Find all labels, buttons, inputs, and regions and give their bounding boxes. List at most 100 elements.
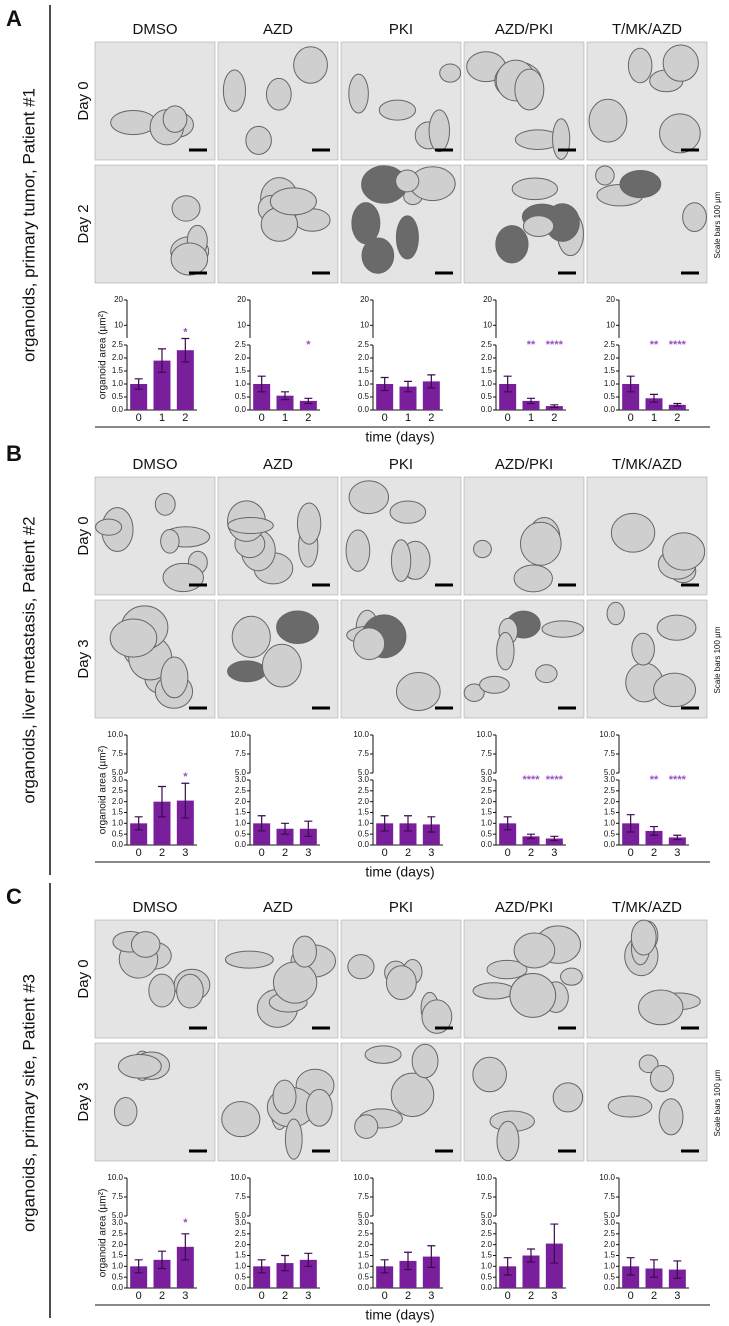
error-bar — [380, 815, 389, 832]
x-tick-label: 3 — [428, 847, 434, 859]
x-tick-label: 1 — [528, 412, 534, 424]
organoid — [109, 618, 158, 658]
micrograph — [586, 1042, 708, 1162]
y-tick-label: 10.0 — [599, 1173, 615, 1182]
organoid — [171, 195, 201, 222]
y-tick-label: 1.0 — [112, 379, 124, 388]
x-tick-label: 2 — [305, 412, 311, 424]
organoid — [411, 1043, 439, 1079]
y-tick-label: 1.5 — [481, 1251, 493, 1260]
x-tick-label: 2 — [428, 412, 434, 424]
bar — [422, 381, 440, 410]
x-tick-label: 2 — [405, 847, 411, 859]
organoid — [439, 63, 462, 83]
x-tick-label: 2 — [674, 412, 680, 424]
x-tick-label: 0 — [259, 1290, 265, 1302]
micrograph — [94, 164, 216, 284]
y-tick-label: 10.0 — [107, 730, 123, 739]
y-tick-label: 2.5 — [112, 1229, 124, 1238]
bar — [276, 1263, 294, 1288]
organoid — [463, 683, 485, 702]
error-bar — [158, 1250, 166, 1270]
error-bar — [626, 375, 635, 393]
organoid — [378, 99, 417, 121]
y-tick-label: 7.5 — [358, 1192, 370, 1201]
bar — [645, 830, 663, 845]
y-tick-label: 2.5 — [604, 786, 616, 795]
y-tick-label: 2.0 — [235, 1240, 247, 1249]
error-bar — [527, 1248, 535, 1263]
day-label: Day 0 — [75, 81, 92, 120]
bar — [622, 384, 640, 410]
error-bar — [650, 393, 658, 403]
y-tick-label: 2.5 — [112, 340, 124, 349]
micrograph — [94, 919, 216, 1039]
organoid — [662, 532, 706, 571]
x-tick-label: 3 — [551, 847, 557, 859]
condition-heading: DMSO — [133, 21, 178, 38]
bar — [645, 1268, 663, 1288]
y-tick-label: 5.0 — [481, 1211, 493, 1220]
organoid — [345, 529, 371, 572]
condition-heading: DMSO — [133, 456, 178, 473]
y-tick-label: 1.0 — [358, 1261, 370, 1270]
organoid — [95, 518, 123, 536]
bar — [376, 384, 394, 410]
y-tick-label: 0.0 — [481, 840, 493, 849]
significance-label: **** — [522, 774, 540, 786]
y-tick-label: 1.5 — [235, 808, 247, 817]
x-tick-label: 2 — [651, 1290, 657, 1302]
error-bar — [626, 1257, 635, 1276]
organoid — [113, 1097, 138, 1127]
organoid — [428, 109, 451, 153]
y-tick-label: 5.0 — [358, 768, 370, 777]
significance-label: * — [183, 326, 188, 338]
x-tick-label: 2 — [528, 847, 534, 859]
organoid — [395, 215, 419, 260]
y-tick-label: 1.0 — [112, 1261, 124, 1270]
organoid — [522, 215, 555, 237]
error-bar — [257, 375, 266, 393]
error-bar — [650, 825, 658, 836]
organoid — [496, 631, 515, 671]
bar — [176, 1246, 194, 1288]
organoid — [511, 177, 559, 201]
error-bar — [158, 348, 166, 373]
y-tick-label: 10.0 — [353, 1173, 369, 1182]
x-tick-label: 1 — [651, 412, 657, 424]
y-tick-label: 2.0 — [358, 353, 370, 362]
bar — [399, 823, 417, 845]
x-tick-label: 2 — [651, 847, 657, 859]
organoid — [486, 959, 528, 980]
x-tick-label: 2 — [528, 1290, 534, 1302]
error-bar — [380, 1259, 389, 1274]
micrograph — [94, 41, 216, 161]
organoid — [473, 539, 492, 559]
micrograph — [463, 41, 585, 161]
x-tick-label: 1 — [282, 412, 288, 424]
error-bar — [404, 815, 412, 832]
y-axis-label: organoid area (µm²) — [98, 1189, 109, 1278]
y-tick-label: 1.5 — [358, 366, 370, 375]
error-bar — [281, 1254, 289, 1272]
scale-note: Scale bars 100 µm — [713, 191, 722, 258]
y-tick-label: 1.5 — [358, 808, 370, 817]
micrograph — [586, 476, 708, 596]
organoid — [292, 935, 317, 968]
y-tick-label: 1.5 — [604, 808, 616, 817]
bar — [499, 384, 517, 410]
y-tick-label: 1.0 — [358, 379, 370, 388]
error-bar — [257, 1259, 266, 1274]
condition-heading: AZD/PKI — [495, 899, 553, 916]
organoid — [231, 615, 271, 658]
x-tick-label: 3 — [305, 1290, 311, 1302]
organoid — [348, 73, 369, 114]
micrograph — [217, 599, 339, 719]
y-tick-label: 7.5 — [604, 749, 616, 758]
y-tick-label: 20 — [483, 295, 492, 304]
y-tick-label: 1.0 — [604, 379, 616, 388]
organoid — [662, 44, 699, 82]
significance-label: **** — [669, 339, 687, 351]
organoid — [588, 98, 628, 143]
bar — [130, 823, 148, 845]
